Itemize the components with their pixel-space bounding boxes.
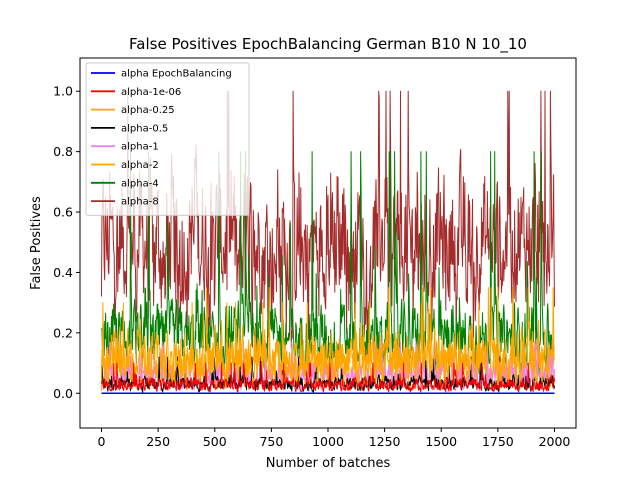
x-tick-label: 500 [203,434,227,449]
legend-entry: alpha-0.25 [121,105,175,116]
x-tick-label: 1750 [482,434,514,449]
x-axis-ticks: 0 250 500 750 1000 1250 1500 1750 2000 [98,428,571,449]
legend-entry: alpha-1 [121,142,159,153]
y-tick-label: 1.0 [53,84,73,99]
series-line [101,362,555,393]
chart-title: False Positives EpochBalancing German B1… [129,35,527,54]
y-tick-label: 0.6 [53,205,73,220]
legend-box [85,62,250,216]
x-tick-label: 750 [259,434,283,449]
y-tick-label: 0.8 [53,144,73,159]
legend-entry: alpha-0.5 [121,123,168,134]
x-tick-label: 2000 [539,434,571,449]
series-layer [101,90,555,395]
series-line [101,287,555,391]
series-line [101,151,555,376]
y-tick-label: 0.2 [53,325,73,340]
x-tick-label: 0 [98,434,106,449]
x-axis-label: Number of batches [266,456,391,471]
x-tick-label: 1500 [425,434,457,449]
legend-entry: alpha-4 [121,178,159,189]
x-tick-label: 250 [146,434,170,449]
legend-entry: alpha-1e-06 [121,87,181,98]
y-tick-label: 0.0 [53,386,73,401]
x-tick-label: 1250 [369,434,401,449]
legend-entry: alpha-8 [121,197,159,208]
legend-entry: alpha-2 [121,160,159,171]
legend: alpha EpochBalancing alpha-1e-06 alpha-0.2… [85,62,250,216]
y-tick-label: 0.4 [53,265,73,280]
x-tick-label: 1000 [312,434,344,449]
legend-entry: alpha EpochBalancing [121,69,232,80]
y-axis-ticks: 0.0 0.2 0.4 0.6 0.8 1.0 [53,84,80,401]
y-axis-label: False Positives [29,196,44,290]
